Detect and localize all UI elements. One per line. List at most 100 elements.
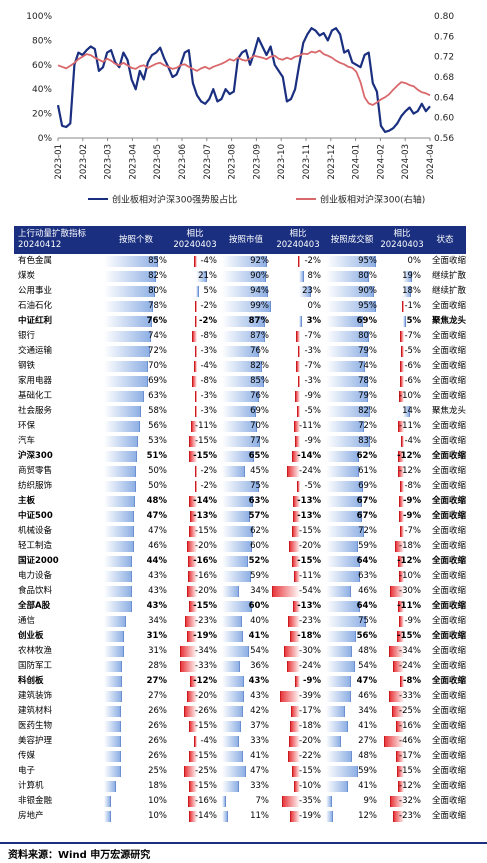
mcap-cell-value: 45% [250, 466, 269, 476]
count-cell-bar [104, 346, 150, 357]
count-change-cell: -3% [170, 344, 220, 359]
turnover-change-cell: -8% [380, 479, 424, 494]
count-change-cell: -4% [170, 359, 220, 374]
turnover-change-cell-value: -9% [403, 511, 421, 521]
turnover-change-cell: -15% [380, 764, 424, 779]
count-change-cell-bar [195, 301, 197, 312]
turnover-cell-bar [326, 541, 358, 552]
count-change-cell-bar [188, 526, 197, 537]
mcap-cell-bar [222, 691, 244, 702]
mcap-change-cell: -10% [272, 779, 324, 794]
turnover-change-cell-value: -32% [399, 796, 421, 806]
turnover-change-cell: -12% [380, 779, 424, 794]
turnover-change-cell: 5% [380, 314, 424, 329]
turnover-change-cell-value: -34% [399, 646, 421, 656]
count-cell-value: 10% [148, 811, 167, 821]
count-change-cell-value: -8% [200, 376, 217, 386]
turnover-change-cell-value: -8% [403, 676, 421, 686]
turnover-change-cell-bar [399, 331, 404, 342]
count-change-cell: -3% [170, 389, 220, 404]
table-row: 食品饮料 43% -20% 34% -54% 46% -30% 全面收缩 [14, 584, 466, 599]
mcap-change-cell-bar [293, 571, 301, 582]
mcap-change-cell-bar [294, 676, 301, 687]
turnover-change-cell-value: -5% [404, 346, 421, 356]
turnover-cell-bar [326, 301, 377, 312]
table-row: 建筑材料 26% -26% 42% -17% 34% -25% 全面收缩 [14, 704, 466, 719]
count-change-cell-bar [195, 316, 197, 327]
turnover-change-cell: -10% [380, 569, 424, 584]
x-tick-label: 2023-12 [327, 144, 337, 180]
count-cell: 58% [102, 404, 170, 419]
mcap-change-cell-value: 0% [307, 301, 322, 311]
table-row: 有色金属 85% -4% 92% -2% 95% 0% 全面收缩 [14, 254, 466, 269]
count-cell-value: 26% [148, 736, 167, 746]
mcap-change-cell: -15% [272, 554, 324, 569]
count-cell: 10% [102, 794, 170, 809]
mcap-cell-value: 7% [255, 796, 270, 806]
mcap-cell: 65% [220, 449, 272, 464]
turnover-change-cell-bar [396, 721, 404, 732]
turnover-change-cell-bar [392, 706, 404, 717]
mcap-change-cell: -19% [272, 809, 324, 824]
turnover-cell-bar [326, 586, 351, 597]
row-name: 创业板 [18, 631, 44, 641]
mcap-change-cell: -39% [272, 689, 324, 704]
row-status: 全面收缩 [432, 466, 467, 476]
turnover-change-cell-value: -11% [399, 421, 421, 431]
turnover-cell-value: 82% [358, 406, 377, 416]
mcap-change-cell-bar [299, 271, 304, 282]
mcap-change-cell-bar [297, 376, 301, 387]
count-change-cell-value: -25% [195, 766, 217, 776]
mcap-cell-value: 43% [250, 691, 269, 701]
table-row: 机械设备 47% -15% 62% -15% 72% -7% 全面收缩 [14, 524, 466, 539]
count-cell-value: 43% [148, 571, 167, 581]
turnover-change-cell-bar [395, 541, 404, 552]
count-cell-bar [104, 646, 125, 657]
turnover-cell: 64% [324, 599, 380, 614]
turnover-cell: 9% [324, 794, 380, 809]
count-cell-bar [104, 691, 122, 702]
row-status: 全面收缩 [432, 301, 467, 311]
mcap-change-cell-bar [289, 736, 301, 747]
header-by-turnover: 按照成交额 [324, 226, 380, 254]
turnover-change-cell: 0% [380, 254, 424, 269]
count-cell: 26% [102, 704, 170, 719]
table-row: 科创板 27% -12% 43% -9% 47% -8% 全面收缩 [14, 674, 466, 689]
row-status: 全面收缩 [432, 676, 467, 686]
row-status: 全面收缩 [432, 436, 467, 446]
turnover-cell-bar [326, 646, 352, 657]
table-row: 银行 74% -8% 87% -7% 80% -7% 全面收缩 [14, 329, 466, 344]
count-change-cell-bar [186, 691, 197, 702]
mcap-change-cell: -7% [272, 329, 324, 344]
count-cell-value: 46% [148, 541, 167, 551]
turnover-cell-bar [326, 691, 351, 702]
mcap-cell-value: 63% [248, 496, 269, 506]
mcap-cell-bar [222, 481, 259, 492]
row-name: 轻工制造 [18, 541, 53, 551]
mcap-cell-bar [222, 391, 260, 402]
turnover-change-cell: -15% [380, 629, 424, 644]
mcap-change-cell-bar [299, 286, 312, 297]
turnover-cell-bar [326, 316, 363, 327]
header-by-count: 按照个数 [102, 226, 170, 254]
turnover-change-cell-bar [392, 661, 404, 672]
turnover-cell: 27% [324, 734, 380, 749]
count-cell: 63% [102, 389, 170, 404]
turnover-change-cell-value: 18% [402, 286, 421, 296]
mcap-change-cell-value: -22% [299, 751, 321, 761]
mcap-cell-value: 87% [248, 316, 269, 326]
turnover-change-cell: -17% [380, 749, 424, 764]
turnover-change-cell-value: -23% [399, 811, 421, 821]
mcap-cell-value: 54% [250, 646, 269, 656]
turnover-change-cell-bar [396, 631, 404, 642]
turnover-change-cell: 18% [380, 284, 424, 299]
mcap-change-cell: -54% [272, 584, 324, 599]
turnover-cell-bar [326, 346, 369, 357]
turnover-cell-value: 12% [358, 811, 377, 821]
y-right-tick-label: 0.76 [434, 32, 454, 42]
mcap-change-cell-bar [290, 721, 301, 732]
turnover-cell: 72% [324, 524, 380, 539]
mcap-cell: 85% [220, 374, 272, 389]
table-row: 主板 48% -14% 63% -13% 67% -9% 全面收缩 [14, 494, 466, 509]
count-change-cell: -34% [170, 644, 220, 659]
